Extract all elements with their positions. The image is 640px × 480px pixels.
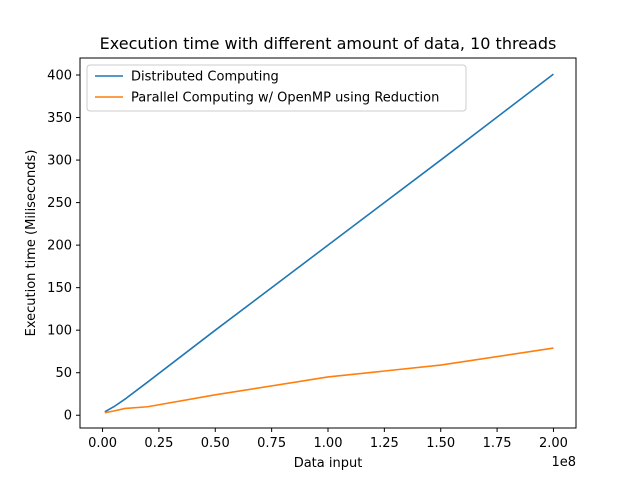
x-tick-label: 0.25 <box>144 436 173 451</box>
x-tick-label: 0.75 <box>257 436 286 451</box>
y-tick-label: 400 <box>47 69 72 84</box>
y-axis-label: Execution time (Miliseconds) <box>24 150 39 337</box>
y-tick-label: 100 <box>47 324 72 339</box>
legend-box <box>86 64 467 112</box>
series-line-1 <box>104 347 554 414</box>
legend: Distributed Computing Parallel Computing … <box>86 64 467 112</box>
x-tick-label: 1.25 <box>370 436 399 451</box>
x-axis-label: Data input <box>294 456 363 471</box>
chart-title: Execution time with different amount of … <box>100 34 557 53</box>
x-tick-label: 0.00 <box>88 436 117 451</box>
y-tick-label: 150 <box>47 281 72 296</box>
legend-label-0: Distributed Computing <box>131 70 279 85</box>
x-axis: 0.00 0.25 0.50 0.75 1.00 1.25 1.50 1.75 2.00 <box>88 428 568 451</box>
x-axis-offset-label: 1e8 <box>551 455 576 470</box>
y-tick-label: 50 <box>55 366 72 381</box>
plot-area <box>104 73 554 414</box>
y-tick-label: 200 <box>47 239 72 254</box>
x-tick-label: 0.50 <box>201 436 230 451</box>
y-tick-label: 350 <box>47 111 72 126</box>
series-line-0 <box>104 73 554 413</box>
x-tick-label: 1.50 <box>426 436 455 451</box>
legend-label-1: Parallel Computing w/ OpenMP using Reduc… <box>131 91 439 106</box>
y-tick-label: 0 <box>64 409 72 424</box>
y-tick-label: 300 <box>47 154 72 169</box>
x-tick-label: 1.00 <box>314 436 343 451</box>
y-axis: 0 50 100 150 200 250 300 350 400 <box>47 69 80 424</box>
x-tick-label: 1.75 <box>483 436 512 451</box>
x-tick-label: 2.00 <box>539 436 568 451</box>
y-tick-label: 250 <box>47 196 72 211</box>
